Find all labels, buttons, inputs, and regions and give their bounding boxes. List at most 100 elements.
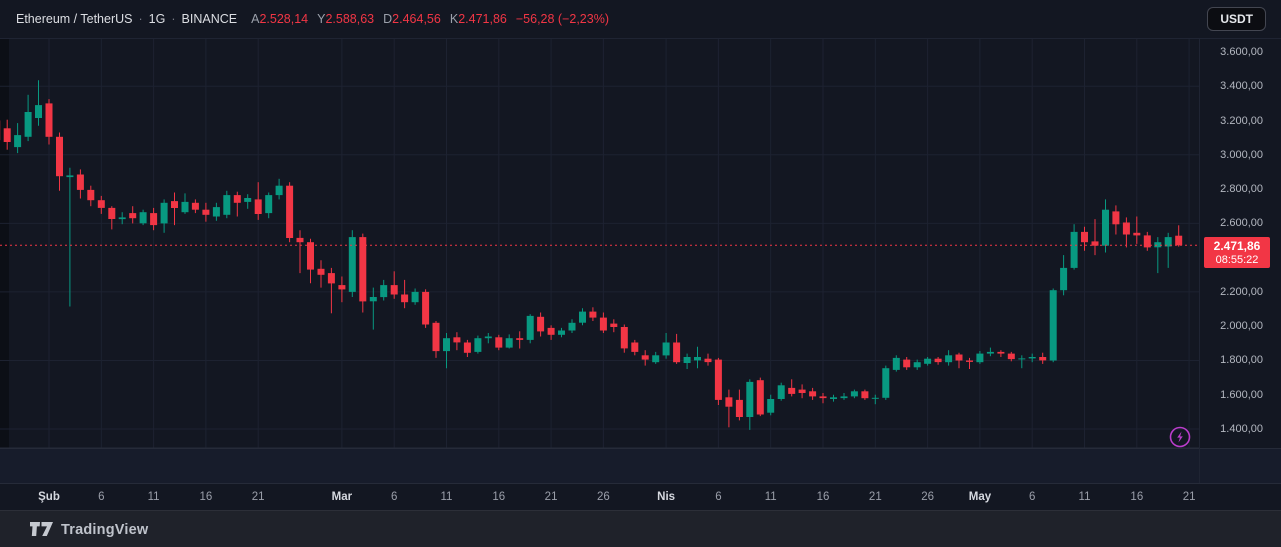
- candle-body[interactable]: [338, 285, 346, 290]
- candle-body[interactable]: [526, 315, 534, 340]
- candle-body[interactable]: [882, 368, 890, 398]
- candle-body[interactable]: [129, 213, 137, 219]
- candle-body[interactable]: [181, 201, 189, 213]
- candle-body[interactable]: [244, 198, 252, 202]
- candlestick-chart[interactable]: [0, 38, 1199, 510]
- candle-body[interactable]: [401, 294, 409, 303]
- candle-body[interactable]: [1143, 235, 1151, 248]
- current-price-badge[interactable]: 2.471,86 08:55:22: [1204, 237, 1270, 269]
- candle-body[interactable]: [1102, 209, 1109, 246]
- candle-body[interactable]: [599, 317, 607, 331]
- candle-body[interactable]: [76, 174, 84, 190]
- candle-body[interactable]: [223, 195, 231, 215]
- candle-body[interactable]: [1081, 231, 1088, 243]
- candle-body[interactable]: [24, 112, 32, 137]
- candle-body[interactable]: [265, 195, 273, 214]
- candle-body[interactable]: [924, 358, 932, 364]
- candle-body[interactable]: [35, 105, 42, 118]
- candle-body[interactable]: [1018, 358, 1026, 360]
- candle-body[interactable]: [746, 381, 754, 417]
- candle-body[interactable]: [913, 362, 921, 368]
- lightning-icon[interactable]: [1169, 426, 1191, 448]
- candle-body[interactable]: [97, 200, 105, 208]
- candle-body[interactable]: [1122, 222, 1130, 235]
- candle-body[interactable]: [484, 336, 492, 339]
- symbol-title[interactable]: Ethereum / TetherUS: [16, 12, 133, 26]
- candle-body[interactable]: [108, 207, 116, 219]
- candle-body[interactable]: [1070, 231, 1078, 268]
- candle-body[interactable]: [296, 237, 304, 243]
- candle-body[interactable]: [819, 396, 827, 399]
- candle-body[interactable]: [505, 338, 513, 348]
- candle-body[interactable]: [369, 297, 377, 302]
- candle-body[interactable]: [903, 359, 911, 368]
- candle-body[interactable]: [579, 311, 586, 323]
- candle-body[interactable]: [861, 391, 869, 399]
- candle-body[interactable]: [934, 358, 942, 363]
- candle-body[interactable]: [3, 128, 11, 142]
- candle-body[interactable]: [756, 380, 764, 415]
- candle-body[interactable]: [840, 396, 848, 399]
- candle-body[interactable]: [683, 357, 691, 363]
- candle-body[interactable]: [892, 357, 900, 370]
- candle-body[interactable]: [631, 342, 639, 352]
- candle-body[interactable]: [767, 399, 775, 413]
- exchange-label[interactable]: BINANCE: [181, 12, 238, 26]
- candle-body[interactable]: [1154, 242, 1162, 248]
- candle-body[interactable]: [233, 195, 241, 203]
- candle-body[interactable]: [191, 202, 199, 210]
- candle-body[interactable]: [589, 311, 597, 318]
- candle-body[interactable]: [725, 397, 733, 407]
- candle-body[interactable]: [568, 322, 576, 331]
- candle-body[interactable]: [662, 342, 670, 356]
- candle-body[interactable]: [673, 342, 681, 363]
- candle-body[interactable]: [66, 175, 74, 178]
- candle-body[interactable]: [976, 353, 984, 363]
- interval-label[interactable]: 1G: [148, 12, 166, 26]
- candle-body[interactable]: [1175, 235, 1183, 246]
- candle-body[interactable]: [777, 385, 785, 399]
- candle-body[interactable]: [1049, 290, 1057, 361]
- candle-body[interactable]: [955, 354, 963, 361]
- candle-body[interactable]: [87, 189, 95, 201]
- candle-body[interactable]: [1007, 353, 1015, 360]
- candle-body[interactable]: [348, 237, 356, 292]
- candle-body[interactable]: [307, 242, 314, 270]
- candle-body[interactable]: [871, 397, 879, 399]
- candle-body[interactable]: [1060, 267, 1068, 291]
- tradingview-logo[interactable]: TradingView: [30, 522, 148, 538]
- candle-body[interactable]: [1091, 241, 1099, 246]
- candle-body[interactable]: [610, 323, 618, 327]
- candle-body[interactable]: [286, 185, 294, 238]
- currency-toggle-button[interactable]: USDT: [1207, 7, 1266, 31]
- candle-body[interactable]: [411, 291, 419, 303]
- chart-legend[interactable]: Ethereum / TetherUS · 1G · BINANCE A 2.52…: [16, 12, 609, 26]
- candle-body[interactable]: [850, 391, 858, 397]
- candle-body[interactable]: [830, 397, 837, 399]
- candle-body[interactable]: [1028, 357, 1036, 359]
- candle-body[interactable]: [620, 327, 628, 349]
- candle-body[interactable]: [317, 268, 325, 275]
- candle-body[interactable]: [14, 135, 22, 148]
- candle-body[interactable]: [1164, 237, 1172, 247]
- candle-body[interactable]: [558, 330, 565, 335]
- candle-body[interactable]: [150, 213, 158, 226]
- candle-body[interactable]: [1039, 357, 1047, 361]
- candle-body[interactable]: [547, 327, 555, 335]
- candle-body[interactable]: [160, 202, 168, 224]
- candle-body[interactable]: [118, 217, 126, 220]
- candle-body[interactable]: [443, 338, 450, 352]
- candle-body[interactable]: [380, 285, 388, 298]
- candle-body[interactable]: [704, 358, 712, 363]
- candle-body[interactable]: [422, 291, 430, 325]
- candle-body[interactable]: [809, 391, 817, 397]
- candle-body[interactable]: [788, 387, 796, 394]
- candle-body[interactable]: [45, 103, 53, 137]
- candle-body[interactable]: [327, 273, 335, 284]
- candle-body[interactable]: [735, 399, 743, 417]
- candle-body[interactable]: [798, 389, 806, 393]
- candle-body[interactable]: [390, 285, 398, 295]
- candle-body[interactable]: [495, 337, 503, 348]
- candle-body[interactable]: [694, 357, 701, 361]
- candle-body[interactable]: [986, 351, 994, 354]
